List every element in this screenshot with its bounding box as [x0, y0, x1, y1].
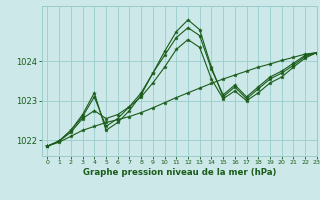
- X-axis label: Graphe pression niveau de la mer (hPa): Graphe pression niveau de la mer (hPa): [83, 168, 276, 177]
